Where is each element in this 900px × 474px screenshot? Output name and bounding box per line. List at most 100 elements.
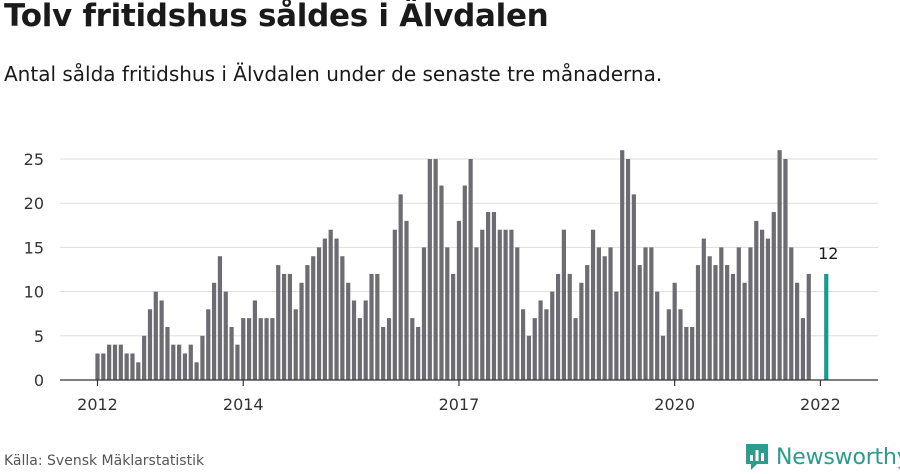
bar [328, 229, 333, 380]
bar [171, 344, 176, 380]
bar [707, 256, 712, 380]
y-tick-label: 0 [34, 371, 44, 390]
bar [177, 344, 182, 380]
bar [608, 247, 613, 380]
bar [101, 353, 106, 380]
y-tick-label: 5 [34, 327, 44, 346]
bar [742, 282, 747, 380]
bar-highlight [824, 273, 829, 380]
bar [136, 362, 141, 380]
bar [147, 309, 153, 380]
chart-title: Tolv fritidshus såldes i Älvdalen [4, 0, 549, 34]
bar [660, 335, 666, 380]
bar [363, 300, 368, 380]
bar [258, 318, 263, 380]
bar [777, 150, 782, 380]
bar [305, 265, 310, 380]
bar [590, 229, 596, 380]
source-note: Källa: Svensk Mäklarstatistik [4, 453, 205, 469]
bar [789, 247, 794, 380]
bar [550, 291, 555, 380]
bar [526, 335, 532, 380]
bar [625, 159, 631, 380]
bar [206, 309, 211, 380]
bar [95, 353, 100, 380]
bar [142, 335, 147, 380]
bar [614, 291, 619, 380]
bar [416, 326, 421, 380]
bar [421, 247, 427, 380]
bar [130, 353, 135, 380]
bar [241, 318, 246, 380]
bar [456, 220, 462, 380]
bar [544, 309, 549, 380]
bar [439, 185, 444, 380]
bar [375, 273, 380, 380]
bar [194, 362, 199, 380]
bar [666, 309, 671, 380]
brand-logo[interactable]: Newsworthy [744, 442, 900, 472]
bar [112, 344, 118, 380]
bar [497, 229, 502, 380]
bar [637, 265, 642, 380]
bar [800, 318, 806, 380]
bar [223, 291, 228, 380]
bar [322, 238, 327, 380]
brand-name: Newsworthy [776, 444, 900, 470]
bar [736, 247, 741, 380]
bar [754, 220, 759, 380]
bar [264, 318, 269, 380]
bar [585, 265, 590, 380]
bar [730, 273, 736, 380]
x-tick-label: 2022 [800, 395, 841, 414]
bar [567, 273, 572, 380]
bar [573, 318, 578, 380]
x-tick-label: 2017 [439, 395, 480, 414]
bar [684, 326, 689, 380]
bar [690, 326, 695, 380]
bar [480, 229, 485, 380]
bar [281, 273, 287, 380]
bar [235, 344, 240, 380]
bar [596, 247, 601, 380]
bar [212, 282, 217, 380]
bar [649, 247, 654, 380]
bar [346, 282, 351, 380]
bar [188, 344, 193, 380]
y-tick-label: 25 [24, 150, 44, 169]
bar [561, 229, 566, 380]
bar [538, 300, 543, 380]
bar [299, 282, 304, 380]
bar [509, 229, 514, 380]
x-tick-label: 2014 [223, 395, 264, 414]
bar [486, 212, 491, 380]
bar [334, 238, 339, 380]
bar [182, 353, 188, 380]
bar [246, 318, 252, 380]
bar [369, 273, 374, 380]
x-tick-label: 2020 [654, 395, 695, 414]
bar [701, 238, 706, 380]
bar [159, 300, 164, 380]
bar [760, 229, 765, 380]
bar [451, 273, 456, 380]
bar [806, 273, 811, 380]
bar [491, 212, 497, 380]
bar [783, 159, 788, 380]
bar [293, 309, 298, 380]
bar [503, 229, 508, 380]
y-tick-label: 15 [24, 238, 44, 257]
bar [672, 282, 677, 380]
chart-subtitle: Antal sålda fritidshus i Älvdalen under … [4, 62, 663, 86]
bar [270, 318, 275, 380]
x-tick-label: 2012 [77, 395, 118, 414]
bar [276, 265, 281, 380]
y-tick-label: 10 [24, 283, 44, 302]
newsworthy-logo-icon [746, 444, 768, 470]
bar [340, 256, 345, 380]
bar [515, 247, 520, 380]
bar [165, 326, 170, 380]
bar [217, 256, 223, 380]
bar [200, 335, 205, 380]
bar [748, 247, 753, 380]
